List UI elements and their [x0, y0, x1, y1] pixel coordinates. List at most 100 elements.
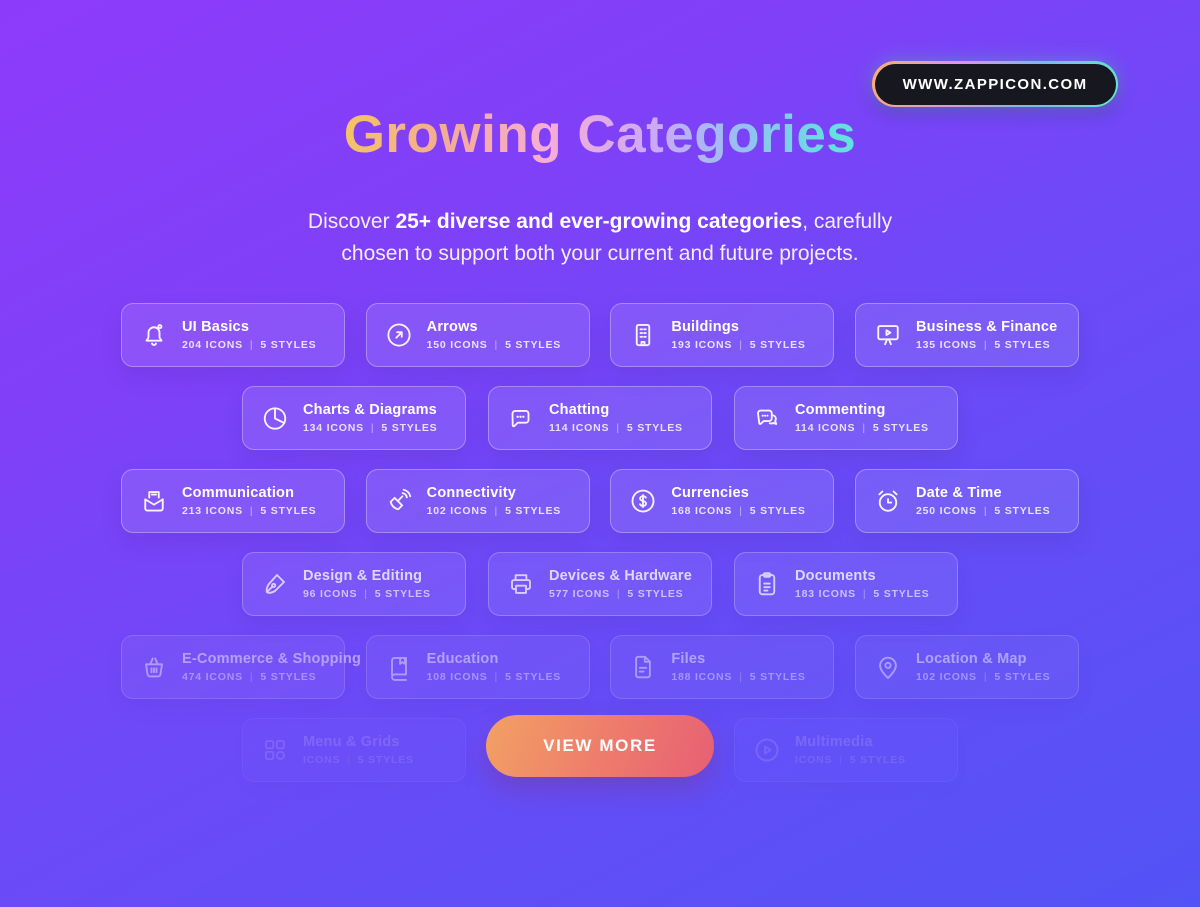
map-pin-icon: [873, 652, 903, 682]
meta-divider: |: [249, 339, 254, 351]
page-subtitle: Discover 25+ diverse and ever-growing ca…: [250, 206, 950, 270]
card-text: Date & Time 250 ICONS | 5 STYLES: [916, 485, 1050, 517]
category-card-communication[interactable]: Communication 213 ICONS | 5 STYLES: [121, 469, 345, 533]
category-meta: ICONS | 5 STYLES: [795, 754, 906, 766]
subtitle-suffix-line1: , carefully: [802, 210, 893, 233]
category-row: UI Basics 204 ICONS | 5 STYLES Arrows 150 ICO…: [121, 303, 1079, 367]
icon-count: 96 ICONS: [303, 588, 358, 600]
meta-divider: |: [739, 505, 743, 517]
style-count: 5 STYLES: [260, 671, 317, 683]
style-count: 5 STYLES: [994, 671, 1051, 683]
icon-count: 193 ICONS: [671, 339, 733, 351]
category-meta: 114 ICONS | 5 STYLES: [549, 422, 683, 434]
category-card-documents[interactable]: Documents 183 ICONS | 5 STYLES: [734, 552, 958, 616]
category-title: Connectivity: [426, 485, 517, 501]
style-count: 5 STYLES: [849, 754, 906, 766]
category-meta: 168 ICONS | 5 STYLES: [671, 505, 805, 517]
icon-count: 188 ICONS: [671, 671, 733, 683]
style-count: 5 STYLES: [994, 339, 1051, 351]
view-more-button[interactable]: VIEW MORE: [486, 715, 714, 777]
category-meta: 193 ICONS | 5 STYLES: [671, 339, 805, 351]
style-count: 5 STYLES: [627, 588, 684, 600]
website-url-badge[interactable]: WWW.ZAPPICON.COM: [872, 61, 1118, 107]
category-meta: ICONS | 5 STYLES: [303, 754, 414, 766]
card-text: Currencies 168 ICONS | 5 STYLES: [671, 485, 805, 517]
style-count: 5 STYLES: [994, 505, 1051, 517]
title-wrap: Growing Categories: [0, 104, 1200, 165]
book-icon: [384, 652, 414, 682]
category-card-date-time[interactable]: Date & Time 250 ICONS | 5 STYLES: [854, 469, 1079, 533]
style-count: 5 STYLES: [505, 505, 562, 517]
website-url-label: WWW.ZAPPICON.COM: [874, 63, 1116, 105]
card-text: Location & Map 102 ICONS | 5 STYLES: [916, 651, 1050, 683]
category-title: UI Basics: [182, 319, 250, 335]
category-title: Commenting: [795, 402, 886, 418]
category-meta: 135 ICONS | 5 STYLES: [916, 339, 1057, 351]
category-grid: UI Basics 204 ICONS | 5 STYLES Arrows 150 ICO…: [121, 303, 1079, 801]
icon-count: ICONS: [303, 754, 341, 766]
card-text: UI Basics 204 ICONS | 5 STYLES: [182, 319, 316, 351]
chat-bubble-icon: [506, 403, 536, 433]
category-row: Design & Editing 96 ICONS | 5 STYLES Devices…: [121, 552, 1079, 616]
meta-divider: |: [494, 671, 499, 683]
arrow-up-right-circle-icon: [384, 320, 414, 350]
category-card-commenting[interactable]: Commenting 114 ICONS | 5 STYLES: [734, 386, 958, 450]
category-meta: 213 ICONS | 5 STYLES: [182, 505, 316, 517]
card-text: Arrows 150 ICONS | 5 STYLES: [427, 319, 561, 351]
mail-inbox-icon: [139, 486, 169, 516]
icon-count: 183 ICONS: [795, 588, 856, 600]
meta-divider: |: [249, 505, 254, 517]
style-count: 5 STYLES: [260, 339, 317, 351]
category-card-multimedia[interactable]: Multimedia ICONS | 5 STYLES: [734, 718, 958, 782]
category-row: E-Commerce & Shopping 474 ICONS | 5 STYLES E…: [121, 635, 1079, 699]
meta-divider: |: [983, 339, 988, 351]
card-text: Documents 183 ICONS | 5 STYLES: [795, 568, 929, 600]
style-count: 5 STYLES: [505, 671, 562, 683]
icon-count: 134 ICONS: [303, 422, 364, 434]
meta-divider: |: [983, 671, 988, 683]
clipboard-icon: [752, 569, 782, 599]
pie-chart-icon: [260, 403, 290, 433]
card-text: Menu & Grids ICONS | 5 STYLES: [303, 734, 414, 766]
card-text: Devices & Hardware 577 ICONS | 5 STYLES: [549, 568, 692, 600]
meta-divider: |: [616, 588, 621, 600]
category-card-buildings[interactable]: Buildings 193 ICONS | 5 STYLES: [610, 303, 835, 367]
category-card-chatting[interactable]: Chatting 114 ICONS | 5 STYLES: [488, 386, 712, 450]
category-title: Multimedia: [795, 734, 873, 750]
category-card-menu-grids[interactable]: Menu & Grids ICONS | 5 STYLES: [242, 718, 466, 782]
icon-count: 250 ICONS: [915, 505, 977, 517]
card-text: Design & Editing 96 ICONS | 5 STYLES: [303, 568, 431, 600]
category-card-location-map[interactable]: Location & Map 102 ICONS | 5 STYLES: [854, 635, 1079, 699]
category-title: Chatting: [549, 402, 610, 418]
category-card-files[interactable]: Files 188 ICONS | 5 STYLES: [610, 635, 835, 699]
subtitle-prefix: Discover: [307, 210, 396, 233]
category-title: Business & Finance: [915, 319, 1058, 335]
category-card-charts-diagrams[interactable]: Charts & Diagrams 134 ICONS | 5 STYLES: [242, 386, 466, 450]
play-circle-icon: [752, 735, 782, 765]
card-text: Education 108 ICONS | 5 STYLES: [427, 651, 561, 683]
category-card-business-finance[interactable]: Business & Finance 135 ICONS | 5 STYLES: [854, 303, 1079, 367]
style-count: 5 STYLES: [626, 422, 683, 434]
category-card-arrows[interactable]: Arrows 150 ICONS | 5 STYLES: [365, 303, 590, 367]
meta-divider: |: [862, 588, 867, 600]
card-text: Chatting 114 ICONS | 5 STYLES: [549, 402, 683, 434]
category-meta: 96 ICONS | 5 STYLES: [303, 588, 431, 600]
category-card-connectivity[interactable]: Connectivity 102 ICONS | 5 STYLES: [365, 469, 590, 533]
category-card-education[interactable]: Education 108 ICONS | 5 STYLES: [365, 635, 590, 699]
category-title: Design & Editing: [303, 568, 423, 584]
icon-count: 102 ICONS: [915, 671, 977, 683]
page-title: Growing Categories: [343, 105, 857, 164]
category-card-design-editing[interactable]: Design & Editing 96 ICONS | 5 STYLES: [242, 552, 466, 616]
alarm-clock-icon: [873, 486, 903, 516]
category-card-devices-hardware[interactable]: Devices & Hardware 577 ICONS | 5 STYLES: [488, 552, 712, 616]
category-card-ui-basics[interactable]: UI Basics 204 ICONS | 5 STYLES: [121, 303, 345, 367]
icon-count: 150 ICONS: [426, 339, 488, 351]
category-row: Charts & Diagrams 134 ICONS | 5 STYLES Chatt…: [121, 386, 1079, 450]
category-card-e-commerce-shopping[interactable]: E-Commerce & Shopping 474 ICONS | 5 STYLES: [121, 635, 361, 699]
card-text: E-Commerce & Shopping 474 ICONS | 5 STYLES: [182, 651, 361, 683]
icon-count: 102 ICONS: [426, 505, 488, 517]
style-count: 5 STYLES: [872, 422, 929, 434]
style-count: 5 STYLES: [873, 588, 930, 600]
category-card-currencies[interactable]: Currencies 168 ICONS | 5 STYLES: [610, 469, 835, 533]
category-meta: 108 ICONS | 5 STYLES: [427, 671, 561, 683]
